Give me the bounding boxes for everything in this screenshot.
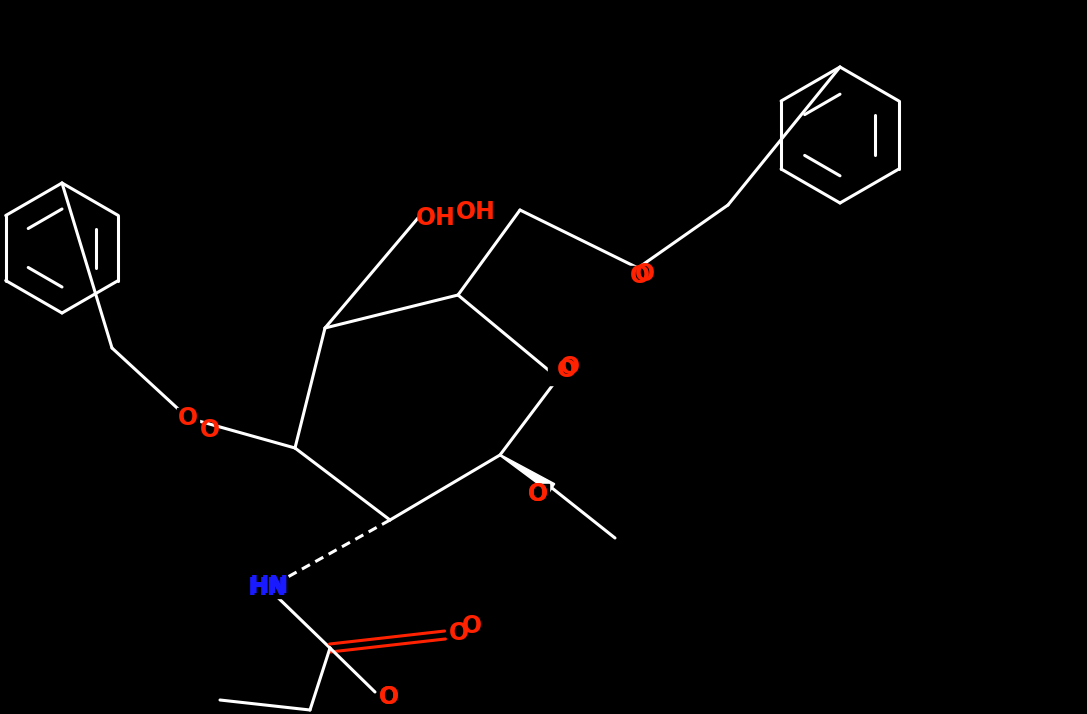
Text: O: O: [200, 418, 220, 442]
Bar: [418, 208, 454, 228]
Text: O: O: [630, 264, 650, 288]
Text: O: O: [178, 406, 198, 430]
Text: OH: OH: [457, 200, 496, 224]
Text: HN: HN: [250, 574, 290, 598]
Bar: [548, 365, 574, 385]
Polygon shape: [500, 455, 554, 492]
Text: O: O: [379, 685, 399, 709]
Bar: [527, 484, 549, 504]
Text: O: O: [528, 482, 548, 506]
Text: O: O: [557, 358, 577, 382]
Bar: [378, 687, 400, 707]
Text: O: O: [528, 482, 548, 506]
Text: O: O: [379, 685, 399, 709]
Text: O: O: [462, 614, 482, 638]
Text: HN: HN: [248, 576, 288, 600]
Text: O: O: [635, 262, 655, 286]
Text: O: O: [449, 621, 470, 645]
Bar: [448, 623, 470, 643]
Text: OH: OH: [416, 206, 455, 230]
Text: O: O: [560, 355, 580, 379]
Bar: [629, 266, 651, 286]
Bar: [251, 578, 285, 598]
Bar: [177, 408, 199, 428]
